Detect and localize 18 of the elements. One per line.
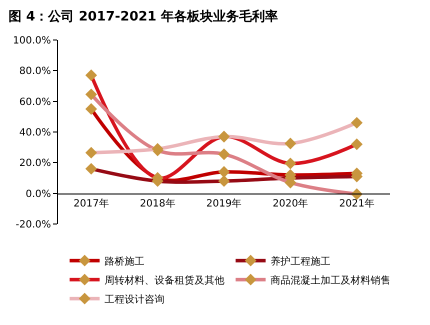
legend-label: 养护工程施工 [270, 255, 331, 268]
x-tick-label: 2017年 [73, 197, 109, 210]
y-tick-label: 20.0% [19, 158, 51, 170]
x-tick-label: 2019年 [206, 197, 242, 210]
x-tick-label: 2018年 [140, 197, 176, 210]
legend-label: 周转材料、设备租赁及其他 [104, 274, 225, 286]
legend-label: 工程设计咨询 [104, 293, 165, 306]
y-tick-label: 0.0% [26, 188, 51, 200]
legend-label: 路桥施工 [104, 255, 145, 268]
legend-label: 商品混凝土加工及材料销售 [270, 274, 391, 286]
y-tick-label: 100.0% [12, 36, 51, 46]
x-tick-label: 2021年 [339, 197, 375, 210]
y-tick-label: 80.0% [19, 66, 51, 78]
y-tick-label: -20.0% [16, 220, 51, 230]
x-tick-label: 2020年 [272, 197, 308, 210]
y-tick-label: 60.0% [19, 96, 51, 108]
y-tick-label: 40.0% [19, 128, 51, 138]
chart-title: 图 4：公司 2017-2021 年各板块业务毛利率 [8, 8, 278, 24]
